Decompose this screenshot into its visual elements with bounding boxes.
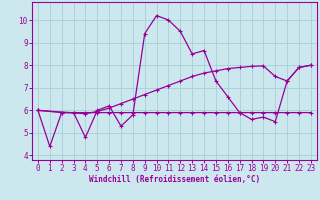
X-axis label: Windchill (Refroidissement éolien,°C): Windchill (Refroidissement éolien,°C)	[89, 175, 260, 184]
